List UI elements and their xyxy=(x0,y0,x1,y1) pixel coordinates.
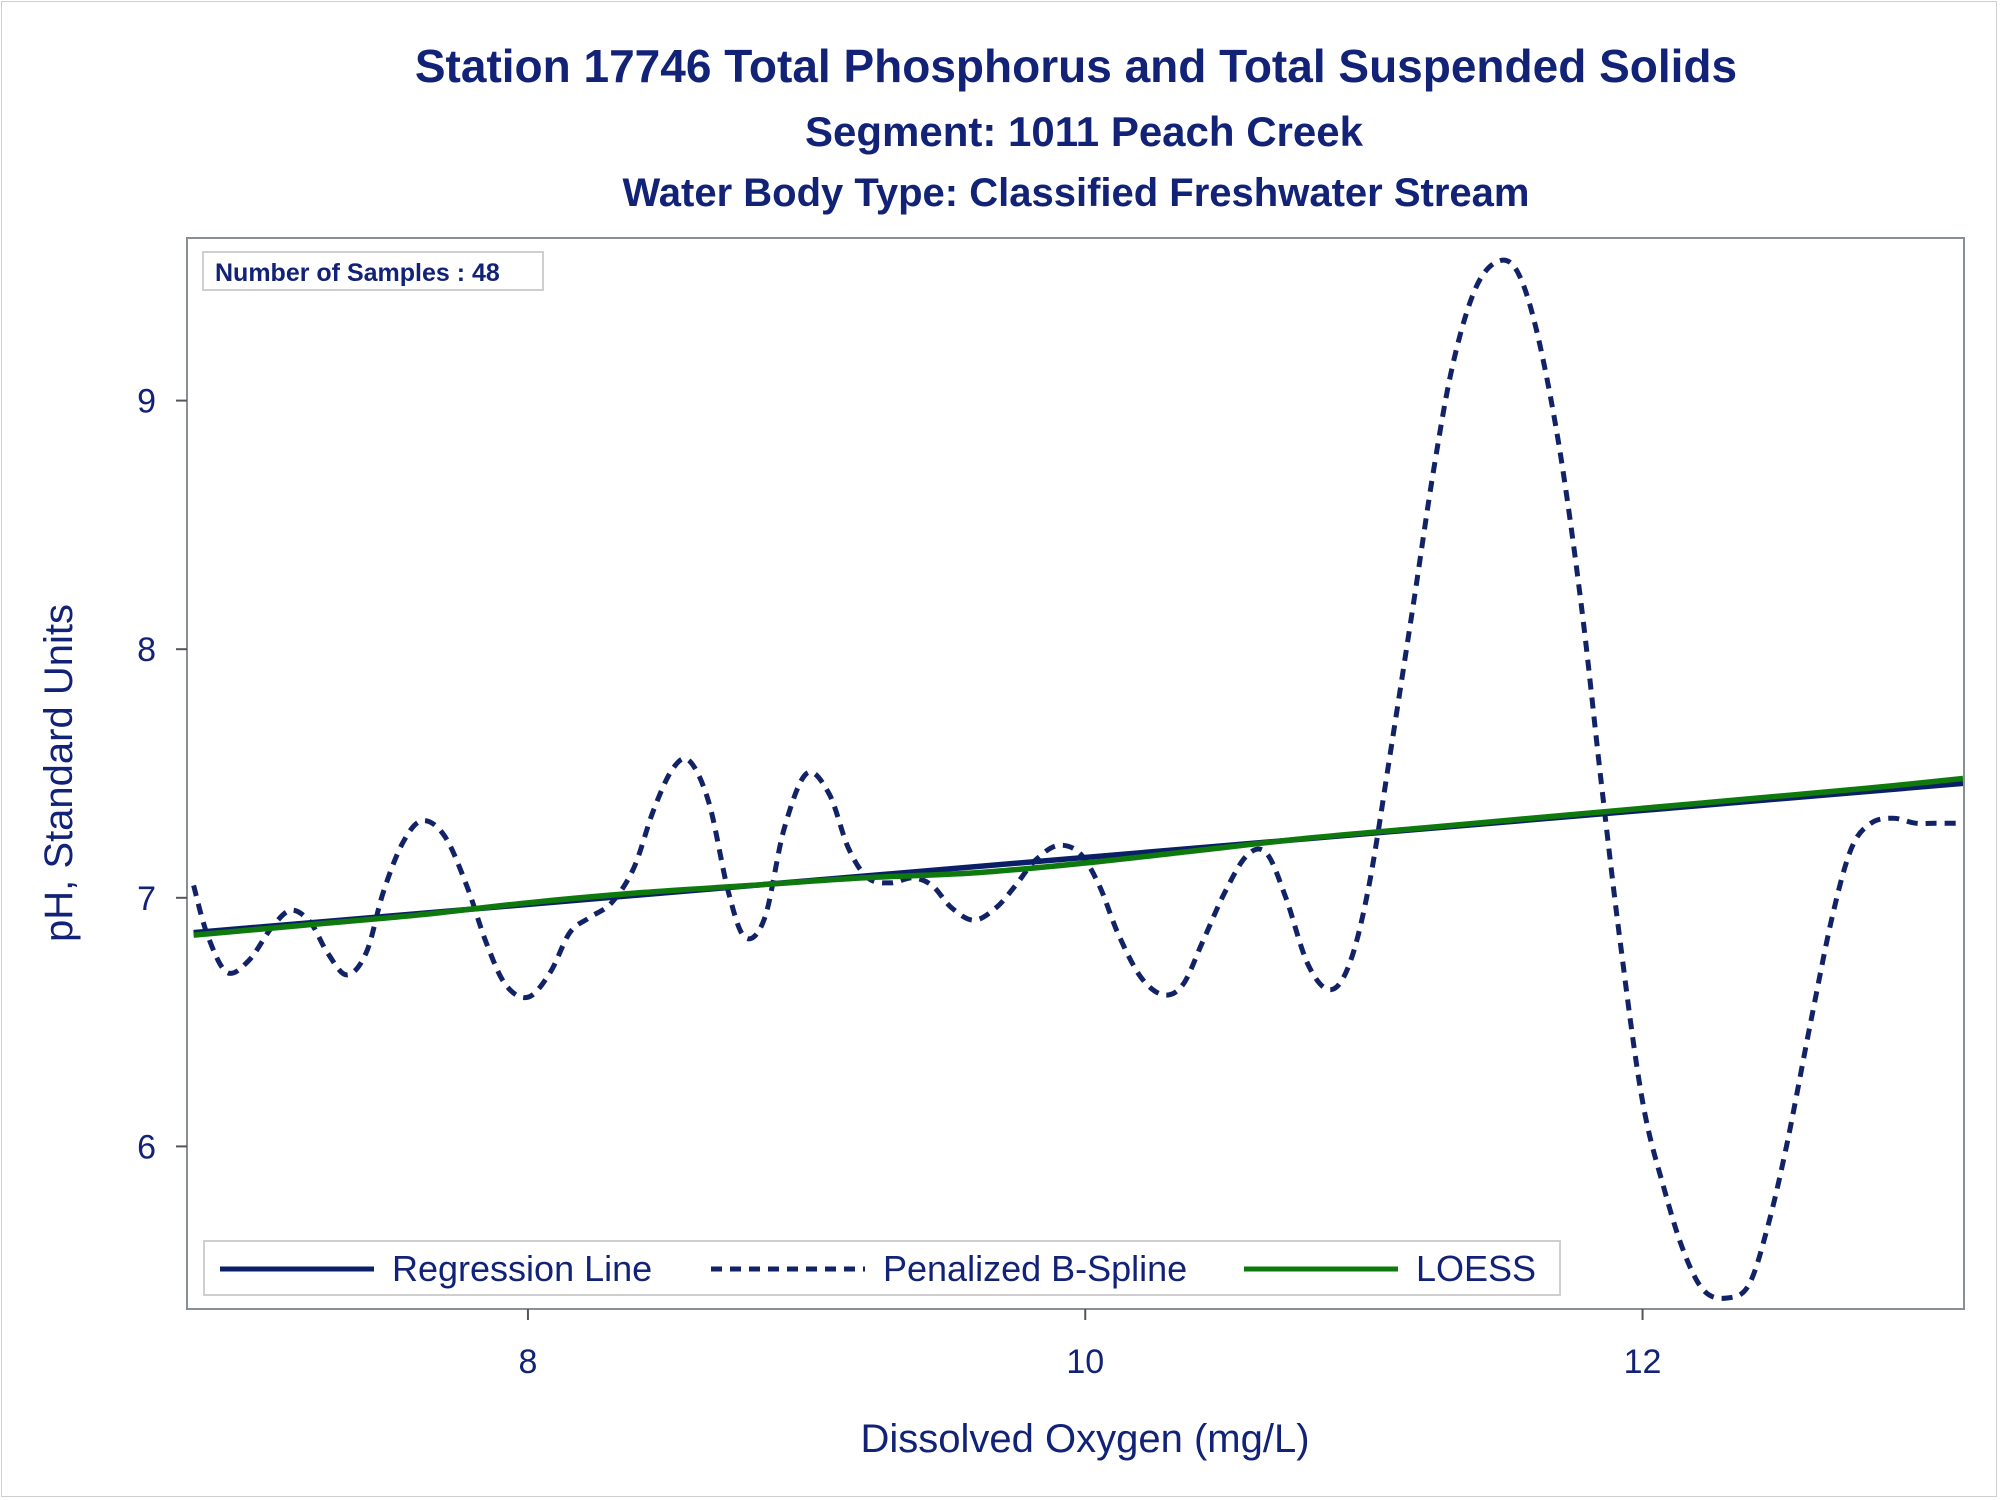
x-tick-label: 12 xyxy=(1624,1343,1662,1381)
legend-box xyxy=(203,1240,1561,1296)
legend-label: Regression Line xyxy=(392,1248,652,1289)
y-axis: 6 7 8 9 xyxy=(137,383,187,1166)
sample-count-box xyxy=(202,251,544,291)
series-line-penalized-b-spline xyxy=(191,257,1963,1301)
x-tick-label: 10 xyxy=(1066,1343,1104,1381)
legend-label: LOESS xyxy=(1416,1248,1536,1289)
y-tick-label: 6 xyxy=(137,1128,156,1166)
plot-area xyxy=(186,237,1965,1310)
chart-subtitle-2: Water Body Type: Classified Freshwater S… xyxy=(623,171,1530,215)
y-tick-label: 9 xyxy=(137,383,156,421)
y-tick-label: 8 xyxy=(137,631,156,669)
sample-count-label: Number of Samples : 48 xyxy=(215,259,500,287)
y-tick-label: 7 xyxy=(137,880,156,918)
chart-title: Station 17746 Total Phosphorus and Total… xyxy=(415,40,1737,92)
chart-subtitle: Segment: 1011 Peach Creek xyxy=(805,108,1364,155)
series-layer xyxy=(191,257,1963,1301)
legend: Regression Line Penalized B-Spline LOESS xyxy=(203,1240,1561,1296)
series-line-loess xyxy=(193,775,1963,938)
x-axis: 8 10 12 xyxy=(518,1309,1661,1381)
x-axis-label: Dissolved Oxygen (mg/L) xyxy=(860,1417,1309,1461)
x-tick-label: 8 xyxy=(518,1343,537,1381)
legend-label: Penalized B-Spline xyxy=(883,1248,1187,1289)
y-axis-label: pH, Standard Units xyxy=(37,604,81,942)
